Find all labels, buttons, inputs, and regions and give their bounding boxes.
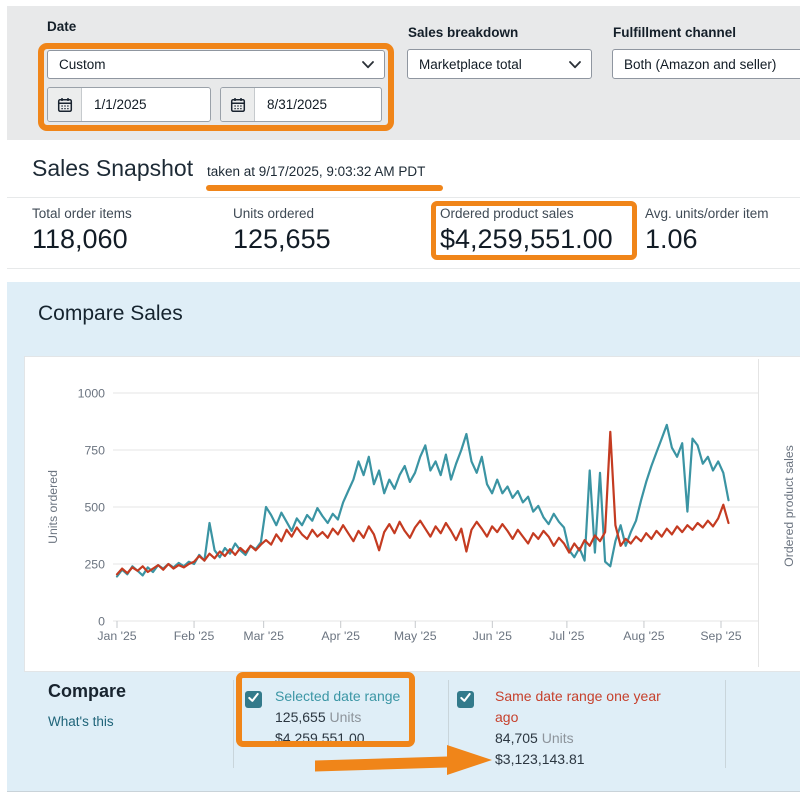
svg-text:May '25: May '25 bbox=[394, 629, 437, 643]
selected-range-checkbox[interactable] bbox=[245, 691, 262, 708]
chevron-down-icon bbox=[362, 57, 374, 72]
y-axis-title-left: Units ordered bbox=[46, 470, 60, 544]
y-axis-title-right: Ordered product sales bbox=[782, 445, 796, 567]
svg-text:Mar '25: Mar '25 bbox=[243, 629, 284, 643]
svg-text:Apr '25: Apr '25 bbox=[321, 629, 360, 643]
svg-text:750: 750 bbox=[84, 444, 105, 458]
compare-item-label: Same date range one year ago bbox=[495, 688, 661, 725]
divider bbox=[233, 680, 234, 768]
units-suffix: Units bbox=[329, 709, 362, 725]
stat-value: 118,060 bbox=[32, 224, 128, 254]
svg-text:500: 500 bbox=[84, 501, 105, 515]
svg-text:Sep '25: Sep '25 bbox=[700, 629, 741, 643]
snapshot-timestamp: taken at 9/17/2025, 9:03:32 AM PDT bbox=[207, 164, 426, 179]
date-range-select[interactable]: Custom bbox=[47, 50, 385, 79]
units-number: 125,655 bbox=[275, 709, 326, 725]
fulfillment-channel-value: Both (Amazon and seller) bbox=[624, 56, 777, 72]
start-date-value: 1/1/2025 bbox=[94, 97, 147, 112]
sales-breakdown-select[interactable]: Marketplace total bbox=[407, 49, 592, 79]
compare-item-amount: $4,259,551.00 bbox=[275, 730, 365, 746]
sales-chart[interactable]: 0 250 500 750 1000 Jan '25 Feb '25 Mar '25 Apr '… bbox=[25, 357, 800, 671]
stat-avg-units: Avg. units/order item 1.06 bbox=[645, 206, 769, 255]
svg-text:Jan '25: Jan '25 bbox=[97, 629, 136, 643]
units-suffix: Units bbox=[541, 730, 574, 746]
stat-label: Units ordered bbox=[233, 206, 315, 221]
end-date-value: 8/31/2025 bbox=[267, 97, 328, 112]
stat-value: 125,655 bbox=[233, 224, 331, 254]
compare-item-selected-range: Selected date range 125,655 Units $4,259… bbox=[275, 686, 400, 749]
svg-text:250: 250 bbox=[84, 558, 105, 572]
stat-label: Total order items bbox=[32, 206, 132, 221]
compare-sales-title: Compare Sales bbox=[38, 302, 183, 325]
filter-bar: Date Custom 1/1/2025 bbox=[7, 6, 800, 140]
compare-item-amount: $3,123,143.81 bbox=[495, 751, 585, 767]
svg-text:Jun '25: Jun '25 bbox=[473, 629, 512, 643]
calendar-icon[interactable] bbox=[221, 88, 255, 121]
previous-year-checkbox[interactable] bbox=[457, 691, 474, 708]
start-date-input[interactable]: 1/1/2025 bbox=[47, 87, 211, 122]
sales-snapshot-title: Sales Snapshot bbox=[32, 155, 194, 181]
units-number: 84,705 bbox=[495, 730, 538, 746]
stat-label: Ordered product sales bbox=[440, 206, 574, 221]
chevron-down-icon bbox=[569, 57, 581, 72]
divider bbox=[448, 680, 449, 768]
compare-sales-panel: Compare Sales 0 250 500 750 1000 Jan '25 Feb '… bbox=[7, 282, 800, 791]
stat-total-order-items: Total order items 118,060 bbox=[32, 206, 132, 255]
divider bbox=[7, 791, 800, 792]
date-range-value: Custom bbox=[59, 57, 106, 72]
divider bbox=[7, 268, 800, 269]
sales-chart-card: 0 250 500 750 1000 Jan '25 Feb '25 Mar '25 Apr '… bbox=[24, 356, 800, 672]
svg-text:Jul '25: Jul '25 bbox=[549, 629, 584, 643]
check-icon bbox=[247, 691, 260, 709]
compare-item-previous-year: Same date range one year ago 84,705 Unit… bbox=[495, 686, 687, 770]
divider bbox=[7, 197, 800, 198]
compare-heading: Compare bbox=[48, 681, 127, 701]
whats-this-link[interactable]: What's this bbox=[48, 714, 114, 729]
annotation-timestamp-underline bbox=[206, 185, 443, 191]
compare-item-units: 125,655 Units bbox=[275, 707, 400, 728]
calendar-icon[interactable] bbox=[48, 88, 82, 121]
svg-text:Aug '25: Aug '25 bbox=[623, 629, 664, 643]
date-filter-label: Date bbox=[47, 19, 77, 34]
stat-ordered-product-sales: Ordered product sales $4,259,551.00 bbox=[440, 206, 613, 255]
svg-text:Feb '25: Feb '25 bbox=[174, 629, 215, 643]
fulfillment-channel-label: Fulfillment channel bbox=[613, 25, 737, 40]
svg-text:0: 0 bbox=[98, 615, 105, 629]
compare-item-label: Selected date range bbox=[275, 688, 401, 704]
stat-units-ordered: Units ordered 125,655 bbox=[233, 206, 331, 255]
stat-value: $4,259,551.00 bbox=[440, 224, 613, 254]
check-icon bbox=[459, 691, 472, 709]
divider bbox=[725, 680, 726, 768]
svg-text:1000: 1000 bbox=[78, 387, 106, 401]
fulfillment-channel-select[interactable]: Both (Amazon and seller) bbox=[612, 49, 800, 79]
stat-value: 1.06 bbox=[645, 224, 698, 254]
stat-label: Avg. units/order item bbox=[645, 206, 769, 221]
sales-breakdown-value: Marketplace total bbox=[419, 56, 522, 72]
end-date-input[interactable]: 8/31/2025 bbox=[220, 87, 382, 122]
sales-breakdown-label: Sales breakdown bbox=[408, 25, 519, 40]
compare-item-units: 84,705 Units bbox=[495, 728, 687, 749]
